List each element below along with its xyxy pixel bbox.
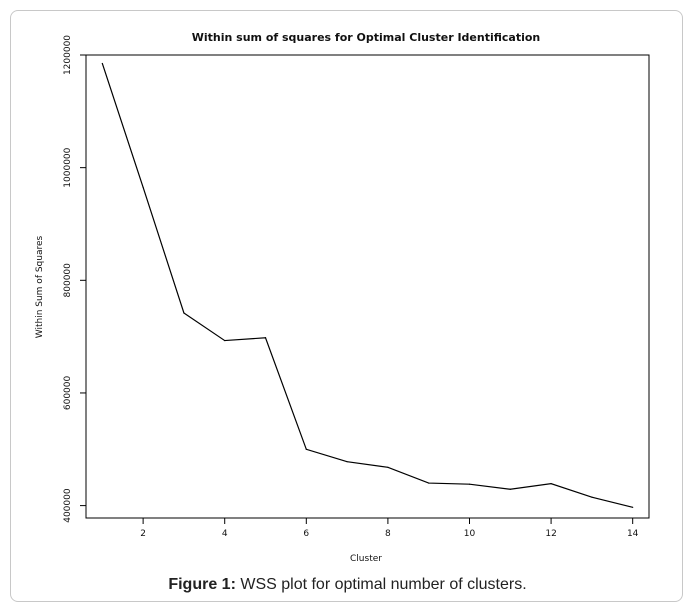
x-axis: 2 4 6 8 10 12 14 — [140, 518, 639, 539]
x-tick-label: 8 — [385, 529, 391, 539]
x-tick-label: 12 — [545, 529, 556, 539]
x-tick-label: 10 — [464, 529, 476, 539]
x-tick-label: 4 — [222, 529, 228, 539]
plot-frame — [85, 54, 650, 519]
data-point — [142, 186, 144, 188]
chart-title: Within sum of squares for Optimal Cluste… — [192, 31, 541, 44]
wss-line — [101, 63, 633, 508]
data-point — [183, 312, 185, 314]
figure-caption: Figure 1: WSS plot for optimal number of… — [0, 576, 695, 594]
data-point — [509, 488, 511, 490]
x-axis-label: Cluster — [350, 554, 382, 564]
data-point — [550, 483, 552, 485]
y-tick-label: 600000 — [63, 376, 73, 411]
data-point — [264, 337, 267, 339]
figure-frame — [10, 10, 683, 602]
x-tick-label: 6 — [303, 529, 309, 539]
data-point — [101, 62, 103, 65]
series-layer — [101, 62, 634, 508]
y-tick-label: 400000 — [63, 488, 73, 523]
data-point — [632, 506, 634, 508]
y-axis-label: Within Sum of Squares — [35, 235, 45, 338]
y-tick-label: 1200000 — [63, 35, 73, 75]
wss-line-chart: Within sum of squares for Optimal Cluste… — [35, 31, 650, 564]
y-tick-label: 800000 — [63, 263, 73, 298]
data-point — [387, 466, 389, 468]
y-axis: 400000 600000 800000 1000000 1200000 — [63, 35, 86, 523]
data-point — [346, 461, 348, 463]
caption-label: Figure 1: — [168, 576, 236, 593]
x-tick-label: 14 — [627, 529, 639, 539]
data-point — [224, 339, 226, 342]
data-point — [468, 483, 471, 485]
data-point — [428, 482, 430, 484]
y-tick-label: 1000000 — [63, 147, 73, 187]
caption-text: WSS plot for optimal number of clusters. — [240, 576, 527, 593]
data-point — [305, 448, 307, 450]
x-tick-label: 2 — [140, 529, 146, 539]
data-point — [591, 496, 593, 498]
